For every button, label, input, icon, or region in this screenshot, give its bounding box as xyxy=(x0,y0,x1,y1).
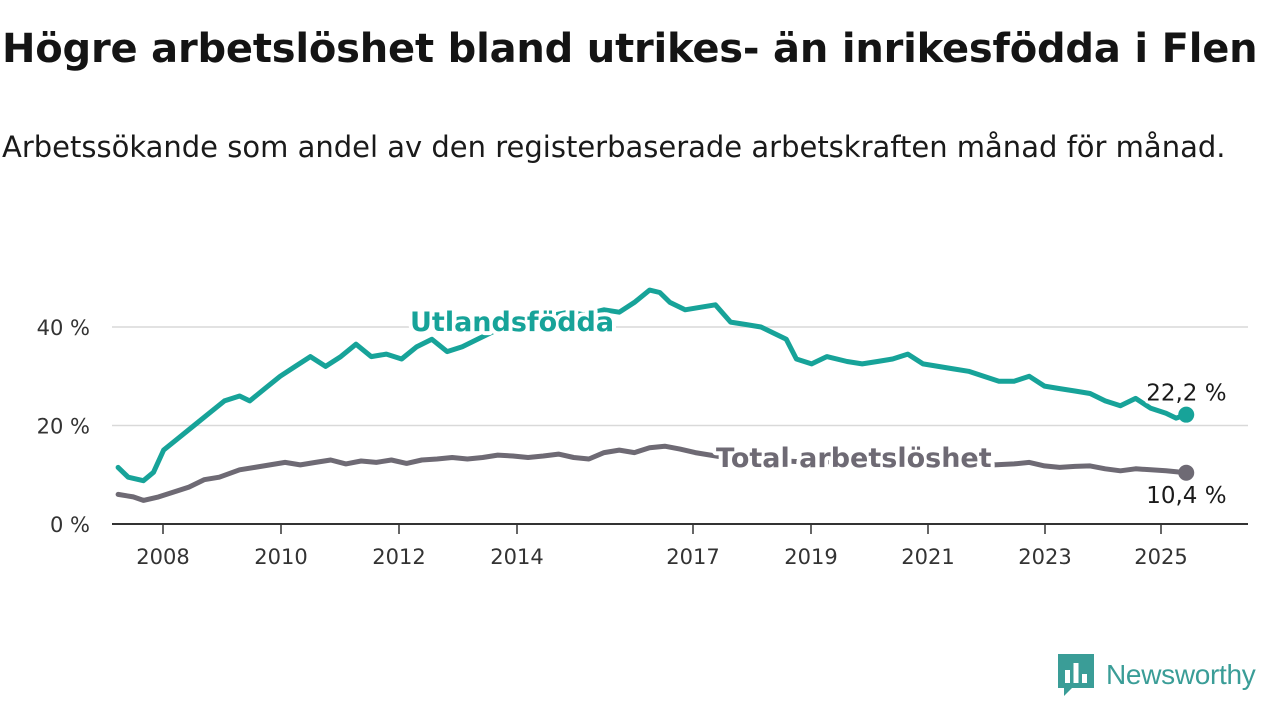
series-end-marker-0 xyxy=(1178,406,1195,423)
newsworthy-logo-icon xyxy=(1058,654,1094,696)
x-tick-label: 2008 xyxy=(136,545,189,569)
x-tick-label: 2017 xyxy=(666,545,719,569)
series-end-label-0: 22,2 % xyxy=(1146,381,1226,407)
series-end-label-1: 10,4 % xyxy=(1146,483,1226,509)
end-label-halo: 10,4 % xyxy=(1146,483,1226,509)
brand-name: Newsworthy xyxy=(1106,659,1256,690)
series-line-0 xyxy=(115,287,1189,484)
series-label-0: Utlandsfödda xyxy=(410,307,614,338)
series-label-1: Total arbetslöshet xyxy=(716,443,992,474)
x-tick-label: 2021 xyxy=(901,545,954,569)
series-label-halo: Total arbetslöshet xyxy=(716,443,992,474)
x-tick-label: 2010 xyxy=(254,545,307,569)
x-axis: 2008 2010 2012 2014 2017 2019 2021 2023 2025 xyxy=(112,523,1248,569)
y-axis: 0 % 20 % 40 % xyxy=(37,316,90,537)
x-tick-label: 2023 xyxy=(1018,545,1071,569)
chart-subtitle: Arbetssökande som andel av den registerb… xyxy=(2,130,1226,164)
series-line-1 xyxy=(115,443,1189,503)
x-tick-label: 2012 xyxy=(372,545,425,569)
line-chart: 0 % 20 % 40 % 2008 2010 2012 2014 2017 2019 2021… xyxy=(37,287,1248,569)
end-label-halo: 22,2 % xyxy=(1146,381,1226,407)
brand: Newsworthy xyxy=(1058,654,1256,696)
x-tick-label: 2014 xyxy=(490,545,543,569)
y-tick-label: 0 % xyxy=(50,513,90,537)
gridlines xyxy=(112,326,1248,427)
y-tick-label: 20 % xyxy=(37,415,90,439)
chart-title: Högre arbetslöshet bland utrikes- än inr… xyxy=(2,26,1258,72)
series-label-halo: Utlandsfödda xyxy=(410,307,614,338)
series-lines xyxy=(115,287,1195,503)
x-tick-label: 2025 xyxy=(1134,545,1187,569)
y-tick-label: 40 % xyxy=(37,316,90,340)
x-tick-label: 2019 xyxy=(784,545,837,569)
series-end-marker-1 xyxy=(1178,464,1195,481)
